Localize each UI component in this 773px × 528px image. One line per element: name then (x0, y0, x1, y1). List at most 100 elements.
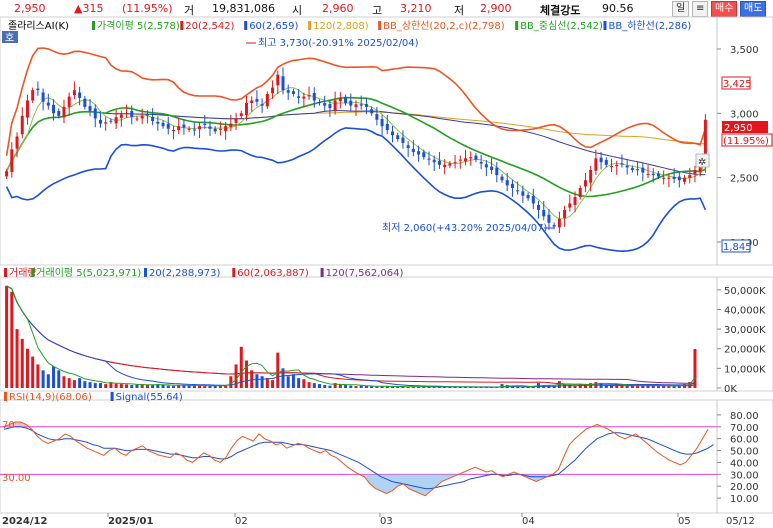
volume-bar (255, 374, 259, 388)
candle-body (646, 173, 650, 175)
volume-bar (130, 385, 134, 388)
x-axis-label: 05/12 (726, 516, 755, 527)
volume-bar (646, 384, 650, 388)
candle-body (114, 117, 118, 124)
volume-bar (98, 383, 102, 388)
x-axis-label: 02 (235, 516, 248, 527)
volume-bar (276, 352, 280, 388)
candle-body (15, 136, 19, 149)
candle-body (229, 123, 233, 127)
gear-icon[interactable]: ✲ (698, 157, 706, 168)
volume-legend-item-swatch (144, 268, 147, 277)
candle-body (307, 95, 311, 97)
candle-body (125, 113, 129, 115)
bb-lower-line (5, 127, 707, 253)
rsi-legend-item-label: Signal(55.64) (116, 392, 183, 403)
candle-body (656, 173, 660, 177)
candle-body (479, 161, 483, 164)
volume-bar (260, 376, 264, 388)
candle-body (458, 159, 462, 161)
price-legend-item-swatch (515, 21, 519, 30)
volume-bar (114, 383, 118, 388)
volume-value: 19,831,086 (212, 2, 275, 15)
volume-bar (448, 387, 452, 388)
strength-label: 체결강도 (540, 4, 581, 17)
rsi-y-tick-label: 40.00 (730, 458, 759, 469)
volume-bar (453, 387, 457, 388)
current-price-label: 2,950 (724, 123, 753, 134)
rsi-y-tick-label: 60.00 (730, 435, 759, 446)
low-annotation: 최저 2,060(+43.20% 2025/04/07) (382, 222, 547, 234)
volume-bar (406, 386, 410, 388)
volume-bar (31, 356, 35, 388)
current-price-marker: 2,950 (11.95%) 3,425 1,845 (721, 76, 773, 253)
candle-body (677, 176, 681, 181)
candle-body (385, 123, 389, 131)
candle-body (72, 90, 76, 96)
price-tag: 호 (2, 31, 18, 44)
volume-bar (349, 385, 353, 388)
x-axis-label: 2024/12 (2, 516, 47, 527)
period-day-button[interactable]: 일 (672, 1, 690, 17)
volume-bar (72, 380, 76, 388)
candle-body (281, 76, 285, 91)
candle-body (401, 137, 405, 143)
rsi-line (3, 421, 709, 497)
volume-bar (198, 385, 202, 388)
volume-bar (265, 378, 269, 388)
candle-body (406, 145, 410, 149)
candle-body (302, 96, 306, 99)
volume-bar (192, 385, 196, 388)
candle-body (323, 103, 327, 106)
candle-body (537, 204, 541, 210)
volume-bar (46, 374, 50, 388)
candle-body (552, 225, 556, 227)
candle-body (557, 218, 561, 228)
volume-bar (41, 370, 45, 388)
volume-bar (552, 386, 556, 388)
candle-body (568, 203, 572, 208)
volume-bar (364, 386, 368, 388)
volume-legend-item-swatch (232, 268, 236, 277)
price-settings[interactable]: ✲ (695, 153, 710, 168)
x-axis-label: 04 (522, 516, 535, 527)
candle-body (130, 111, 134, 118)
price-legend-item-label: 가격이평 5(2,578) (97, 19, 180, 32)
candle-body (166, 123, 170, 129)
volume-bar (333, 383, 337, 388)
candle-body (542, 209, 546, 217)
rsi-y-tick-label: 50.00 (730, 447, 759, 458)
candle-body (156, 121, 160, 124)
volume-bar (578, 384, 582, 388)
stock-name: 졸라리스AI(K) (8, 20, 69, 32)
candle-body (604, 159, 608, 165)
volume-bar (171, 386, 175, 388)
candle-body (145, 114, 149, 116)
candle-body (500, 176, 504, 181)
volume-bar (218, 385, 222, 388)
candle-body (490, 166, 494, 170)
candle-body (67, 96, 71, 107)
candle-body (250, 100, 254, 104)
volume-bar (604, 384, 608, 388)
candle-body (203, 123, 207, 125)
volume-bar (151, 385, 155, 388)
price-legend: 졸라리스AI(K) (8, 20, 69, 32)
candle-body (620, 163, 624, 165)
volume-legend-item-label: 60(2,063,887) (237, 268, 309, 279)
candle-body (36, 88, 40, 91)
price-legend-item-swatch (308, 21, 312, 30)
candle-body (432, 159, 436, 163)
x-axis-label: 2025/01 (108, 516, 153, 527)
volume-bar (422, 386, 426, 388)
quote-header-bar: 2,950 ▲315 (11.95%) 거 19,831,086 시 2,960… (0, 0, 773, 18)
rsi-overbought-area (4, 422, 32, 427)
open-label: 시 (292, 4, 303, 17)
candle-body (255, 98, 259, 102)
candle-body (662, 177, 666, 179)
candle-body (244, 103, 248, 115)
candle-body (615, 164, 619, 167)
rsi-legend-item-swatch (110, 392, 114, 401)
current-price: 2,950 (14, 2, 46, 15)
